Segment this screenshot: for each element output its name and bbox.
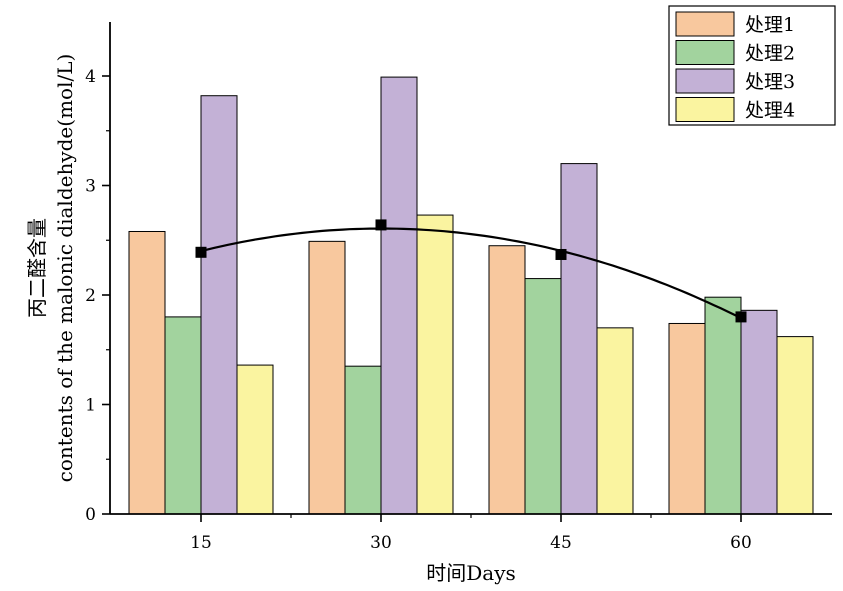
bar-1-15 [128, 230, 166, 515]
bars-layer [128, 76, 814, 515]
y-tick-label-4: 4 [85, 67, 96, 87]
y-axis-title-line1: 丙二醛含量 [25, 218, 49, 318]
bar-3-45 [560, 163, 598, 515]
bar-1-30 [308, 240, 346, 515]
legend-label-1: 处理1 [745, 14, 795, 36]
legend-label-4: 处理4 [745, 100, 795, 122]
bar-3-15 [200, 95, 238, 515]
x-axis-title: 时间Days [426, 561, 516, 585]
legend: 处理1 处理2 处理3 处理4 [668, 5, 836, 126]
y-axis-title-line2: contents of the malonic dialdehyde(mol/L… [53, 54, 77, 483]
x-ticks: 15 30 45 60 [190, 514, 752, 553]
bar-4-60 [776, 336, 814, 515]
legend-swatch-1 [675, 11, 735, 37]
bar-2-45 [524, 278, 562, 515]
legend-swatch-2 [675, 40, 735, 65]
x-tick-label-30: 30 [370, 533, 392, 553]
y-tick-label-2: 2 [85, 286, 96, 306]
legend-swatch-4 [675, 97, 735, 122]
y-axis-title: 丙二醛含量 contents of the malonic dialdehyde… [25, 54, 77, 483]
legend-swatch-3 [675, 68, 735, 94]
bar-1-60 [668, 322, 706, 515]
mean-marker-45 [555, 248, 567, 260]
trend-curve [200, 227, 742, 320]
bar-2-60 [704, 296, 742, 515]
bar-2-15 [164, 316, 202, 515]
bar-3-30 [380, 76, 418, 515]
x-tick-label-15: 15 [190, 533, 212, 553]
y-tick-label-3: 3 [85, 177, 96, 197]
y-ticks: 0 1 2 3 4 [85, 67, 110, 525]
legend-label-3: 处理3 [745, 71, 795, 93]
bar-4-30 [416, 214, 454, 515]
bar-3-60 [740, 309, 778, 515]
bar-1-45 [488, 245, 526, 515]
mean-marker-30 [375, 219, 387, 231]
bar-2-30 [344, 365, 382, 515]
bar-4-15 [236, 364, 274, 515]
x-tick-label-45: 45 [550, 533, 572, 553]
bar-4-45 [596, 327, 634, 515]
legend-label-2: 处理2 [745, 43, 795, 65]
x-tick-label-60: 60 [730, 533, 752, 553]
y-tick-label-0: 0 [85, 505, 96, 525]
mean-marker-15 [195, 246, 207, 258]
y-tick-label-1: 1 [85, 396, 96, 416]
